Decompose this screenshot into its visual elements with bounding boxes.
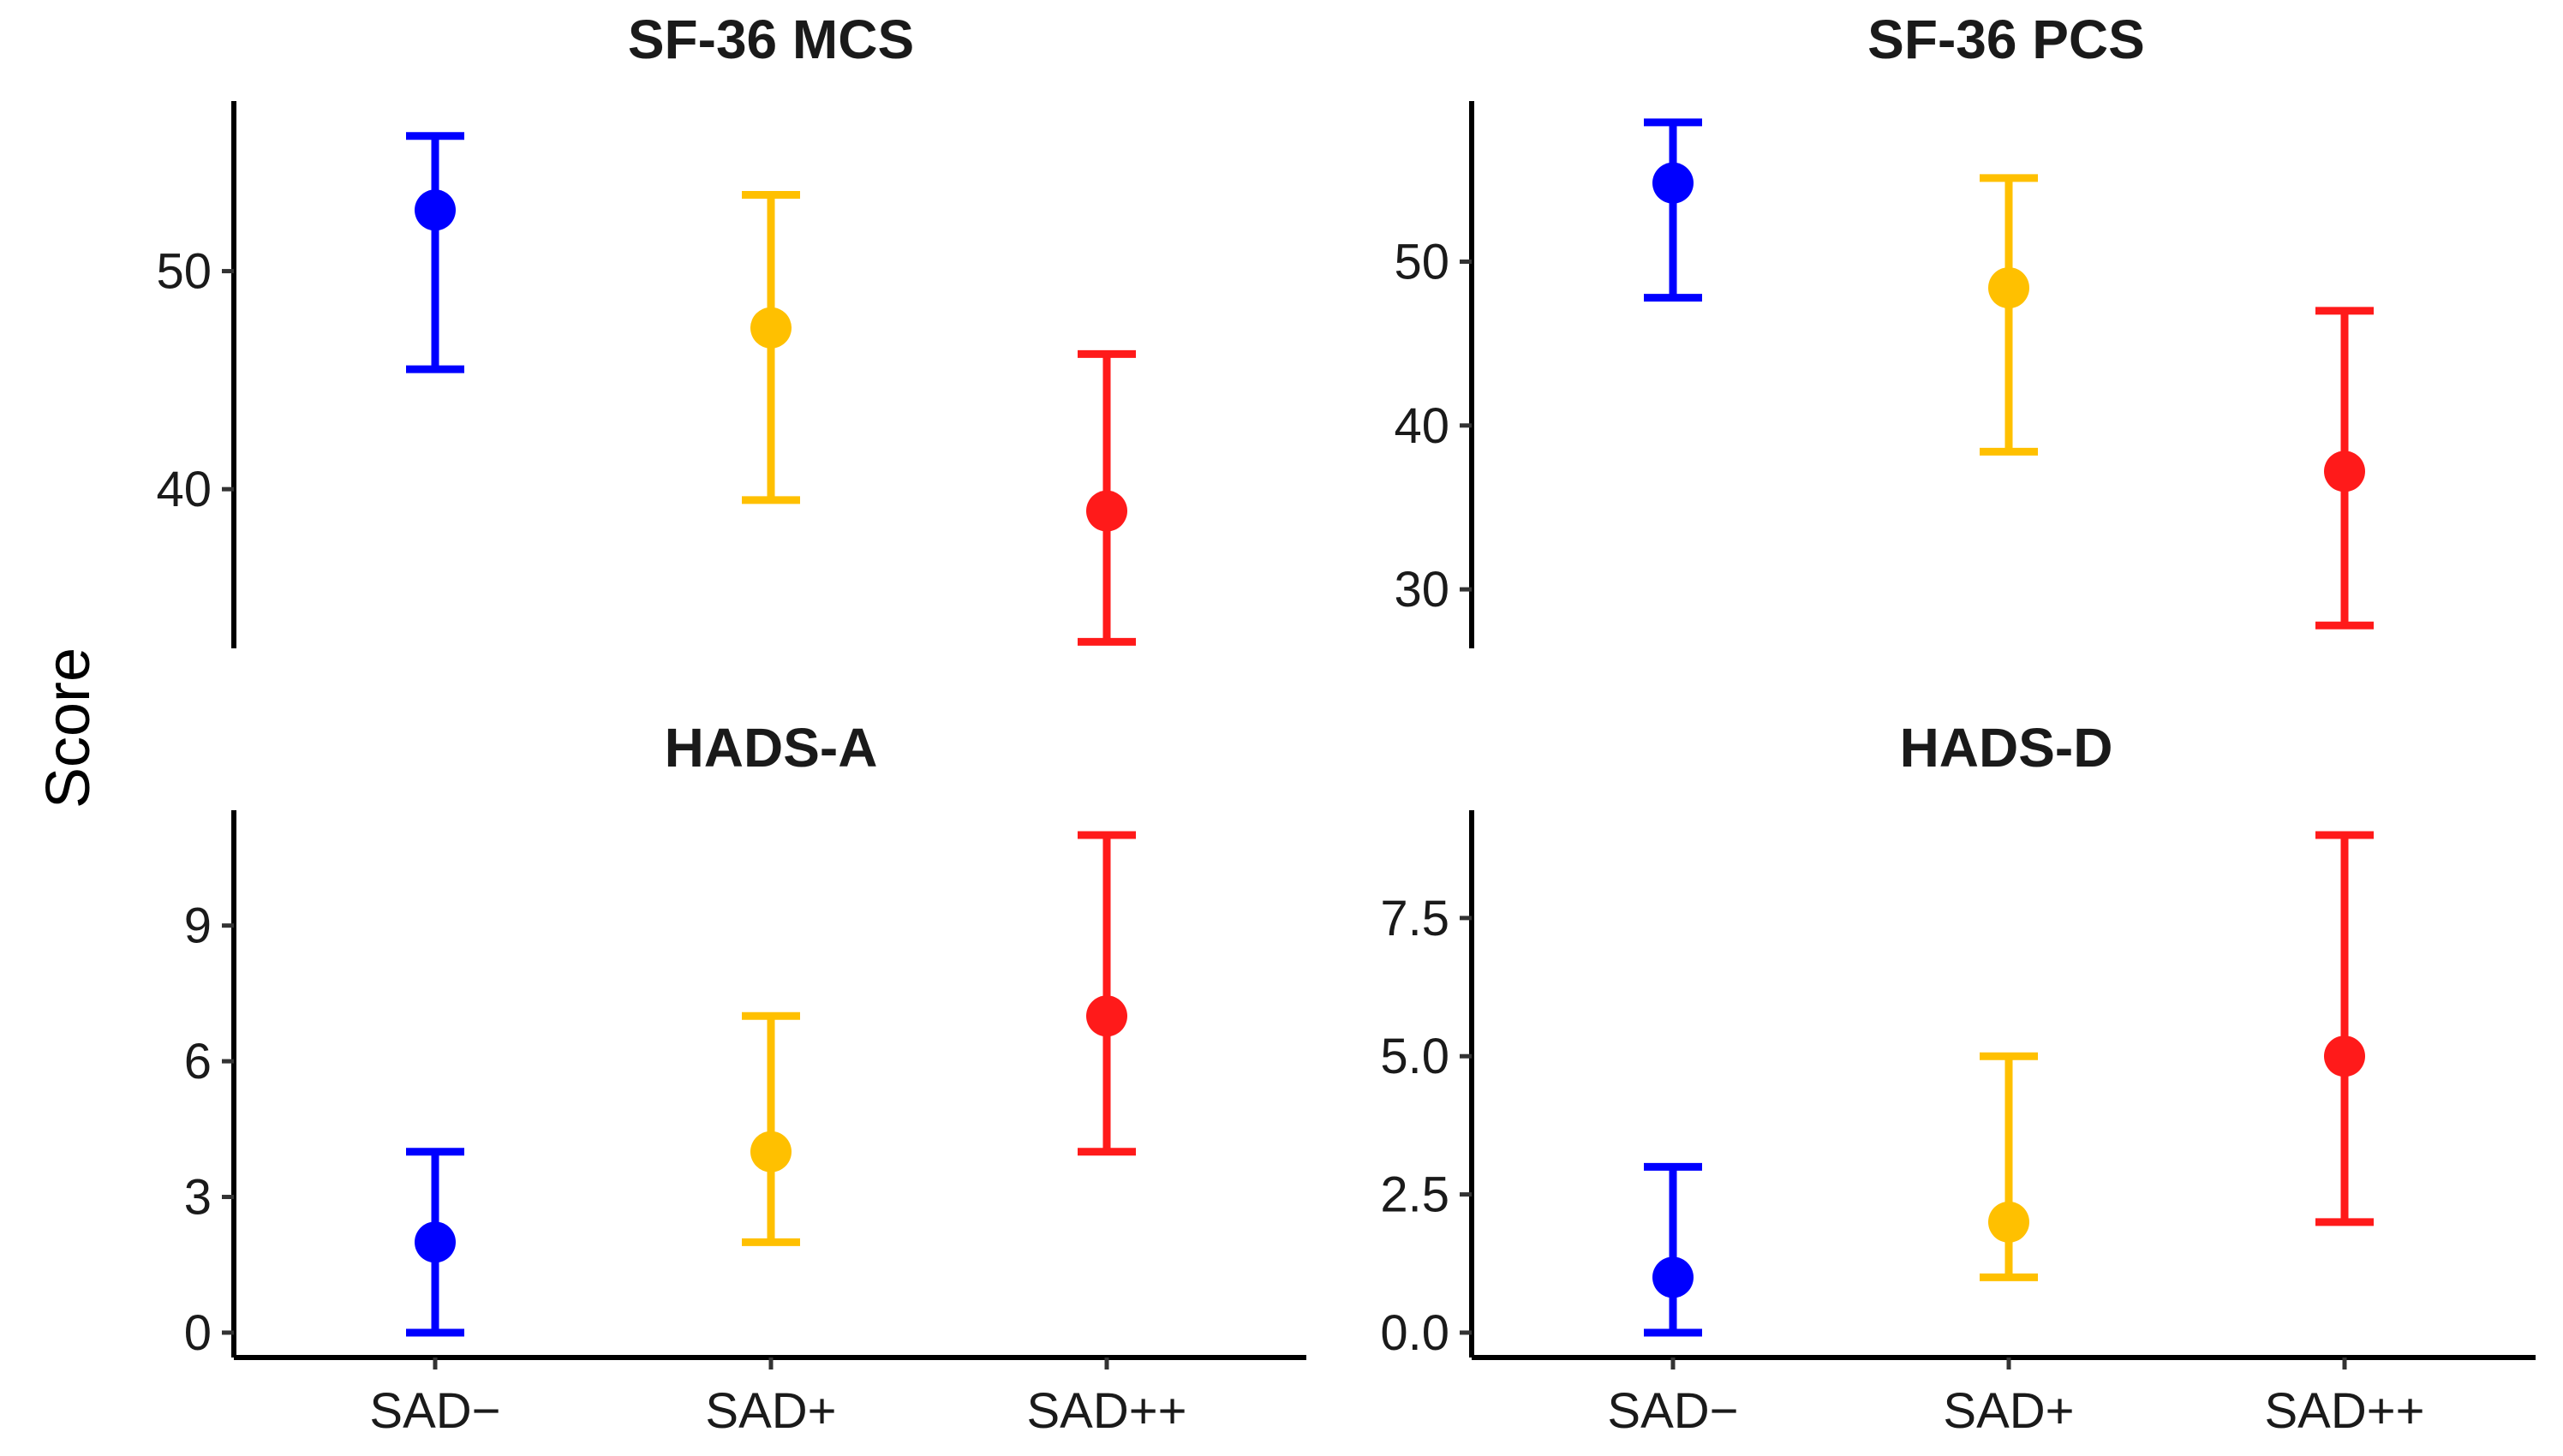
point-sadplusplus bbox=[1086, 490, 1127, 532]
y-tick-label: 9 bbox=[184, 898, 212, 954]
x-tick-label: SAD++ bbox=[1027, 1383, 1187, 1439]
y-tick-label: 5.0 bbox=[1380, 1029, 1449, 1084]
panel-sf-36-mcs: SF-36 MCS 40 50 bbox=[156, 9, 1136, 648]
x-tick-label: SAD− bbox=[369, 1383, 500, 1439]
point-sadplus bbox=[1988, 1201, 2029, 1243]
y-tick-label: 7.5 bbox=[1380, 891, 1449, 946]
x-tick-label: SAD+ bbox=[1943, 1383, 2074, 1439]
panel-title: HADS-D bbox=[1900, 717, 2113, 779]
x-tick-label: SAD++ bbox=[2265, 1383, 2425, 1439]
point-sadplus bbox=[750, 307, 792, 349]
panel-title: SF-36 MCS bbox=[628, 9, 914, 70]
y-tick-label: 50 bbox=[1394, 234, 1449, 289]
panel-title: HADS-A bbox=[665, 717, 878, 779]
point-sadminus bbox=[1652, 1256, 1694, 1298]
point-sadplus bbox=[1988, 267, 2029, 309]
panel-hads-a: HADS-A 0 3 6 9 SAD− SAD+ SAD++ bbox=[184, 717, 1306, 1439]
y-tick-label: 50 bbox=[156, 244, 212, 300]
point-sadplusplus bbox=[2324, 451, 2365, 492]
y-tick-label: 6 bbox=[184, 1034, 212, 1089]
y-tick-label: 30 bbox=[1394, 562, 1449, 618]
point-sadminus bbox=[1652, 162, 1694, 204]
panel-title: SF-36 PCS bbox=[1867, 9, 2145, 70]
point-sadminus bbox=[415, 189, 456, 231]
point-sadplus bbox=[750, 1131, 792, 1173]
y-tick-label: 40 bbox=[156, 462, 212, 517]
y-tick-label: 0 bbox=[184, 1305, 212, 1361]
panel-hads-d: HADS-D 0.0 2.5 5.0 7.5 SAD− SAD+ SAD++ bbox=[1380, 717, 2536, 1439]
y-tick-label: 40 bbox=[1394, 398, 1449, 454]
point-sadplusplus bbox=[1086, 995, 1127, 1037]
y-tick-label: 0.0 bbox=[1380, 1305, 1449, 1361]
point-sadminus bbox=[415, 1221, 456, 1263]
x-tick-label: SAD+ bbox=[705, 1383, 836, 1439]
y-axis-label: Score bbox=[34, 647, 103, 809]
y-tick-label: 3 bbox=[184, 1170, 212, 1226]
point-sadplusplus bbox=[2324, 1035, 2365, 1077]
x-tick-label: SAD− bbox=[1607, 1383, 1738, 1439]
y-tick-label: 2.5 bbox=[1380, 1167, 1449, 1223]
panel-sf-36-pcs: SF-36 PCS 30 40 50 bbox=[1394, 9, 2374, 648]
